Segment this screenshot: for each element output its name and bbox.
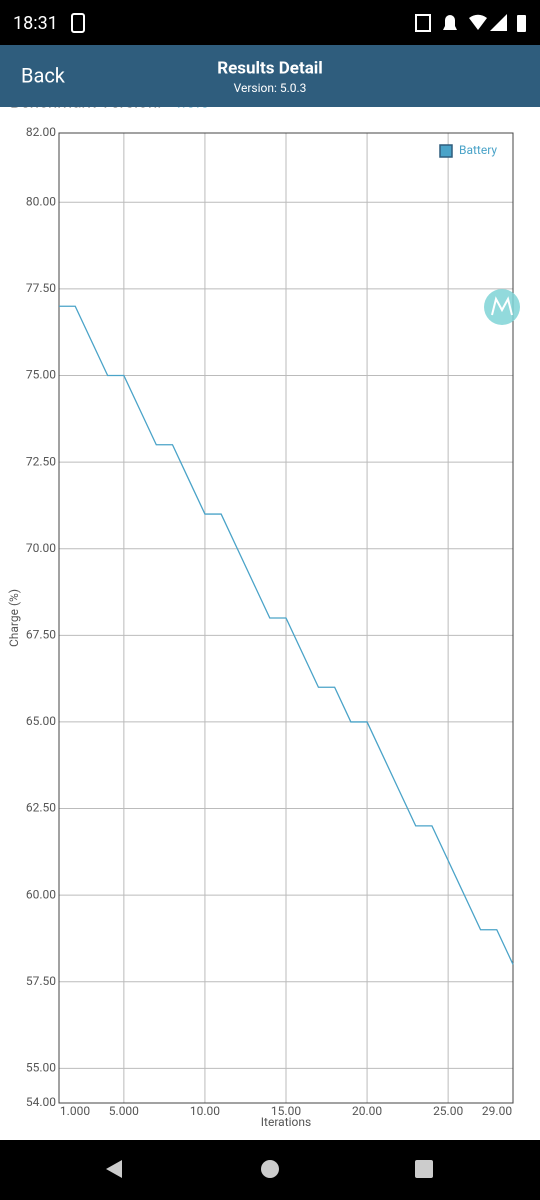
- y-tick-label: 54.00: [26, 1095, 56, 1109]
- x-tick-label: 15.00: [271, 1104, 301, 1118]
- y-tick-label: 57.50: [26, 974, 56, 988]
- data-line: [59, 305, 514, 965]
- wifi-icon: [469, 14, 487, 30]
- y-tick-label: 65.00: [26, 714, 56, 728]
- nav-home[interactable]: [261, 1160, 279, 1178]
- y-tick-label: 82.00: [26, 125, 56, 139]
- y-tick-label: 55.00: [26, 1061, 56, 1075]
- x-tick-label: 29.00: [482, 1104, 512, 1118]
- y-axis-label: Charge (%): [7, 589, 21, 647]
- back-button[interactable]: Back: [21, 63, 66, 87]
- legend-swatch: [439, 144, 453, 158]
- y-tick-label: 75.00: [26, 368, 56, 382]
- nfc-icon: [415, 14, 431, 32]
- x-tick-label: 10.00: [190, 1104, 220, 1118]
- nav-back[interactable]: [106, 1160, 122, 1178]
- y-tick-label: 67.50: [26, 627, 56, 641]
- y-tick-label: 62.50: [26, 801, 56, 815]
- app-title: Results Detail: [217, 58, 323, 78]
- floating-button[interactable]: [484, 289, 520, 325]
- signal-icon: [490, 14, 507, 31]
- y-tick-label: 77.50: [26, 281, 56, 295]
- nav-recents[interactable]: [415, 1160, 433, 1178]
- x-tick-label: 5.000: [109, 1104, 139, 1118]
- status-time: 18:31: [13, 13, 58, 34]
- x-tick-label: 1.000: [60, 1104, 90, 1118]
- chart: 54.00 55.00 57.50 60.00 62.50 65.00 67.50 70.00…: [7, 125, 514, 1129]
- mute-icon: [443, 15, 457, 30]
- status-icon: [71, 13, 85, 33]
- x-tick-label: 25.00: [433, 1104, 463, 1118]
- legend-label: Battery: [459, 143, 497, 157]
- floating-icon: [491, 296, 513, 316]
- app-bar: [0, 45, 540, 107]
- y-tick-label: 72.50: [26, 454, 56, 468]
- battery-icon: [517, 15, 526, 32]
- app-subtitle: Version: 5.0.3: [234, 81, 307, 95]
- y-tick-label: 70.00: [26, 541, 56, 555]
- x-axis-label: Iterations: [261, 1115, 311, 1129]
- y-tick-label: 60.00: [26, 887, 56, 901]
- y-tick-label: 80.00: [26, 194, 56, 208]
- x-tick-label: 20.00: [352, 1104, 382, 1118]
- status-bar: [0, 0, 540, 45]
- plot-frame: [58, 132, 514, 1104]
